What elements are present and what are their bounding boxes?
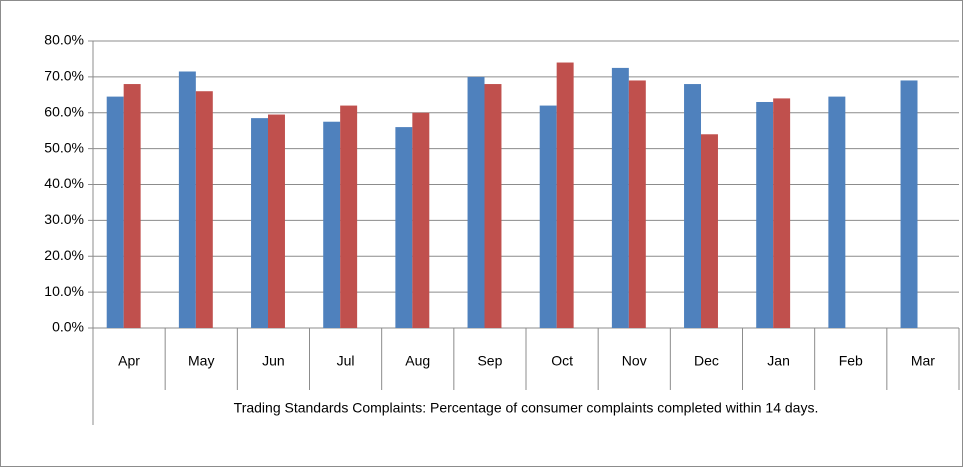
x-tick-label: Oct: [551, 353, 573, 369]
bar: [251, 118, 269, 328]
bar: [628, 80, 646, 329]
x-tick-label: Aug: [405, 353, 430, 369]
x-tick-label: Dec: [694, 353, 719, 369]
y-tick-label: 60.0%: [44, 103, 84, 119]
y-tick-label: 40.0%: [44, 175, 84, 191]
y-tick-label: 30.0%: [44, 211, 84, 227]
bar: [412, 112, 430, 328]
chart-title: Trading Standards Complaints: Percentage…: [234, 400, 819, 416]
x-tick-label: Mar: [911, 353, 935, 369]
y-tick-label: 20.0%: [44, 247, 84, 263]
x-tick-label: Apr: [118, 353, 140, 369]
bar: [701, 134, 718, 328]
bar: [106, 96, 124, 328]
x-tick-label: Jan: [767, 353, 790, 369]
bar: [900, 80, 918, 329]
bar: [323, 121, 341, 328]
y-tick-label: 80.0%: [44, 32, 84, 48]
bar: [467, 76, 485, 328]
y-tick-label: 70.0%: [44, 68, 84, 84]
y-tick-label: 0.0%: [52, 319, 84, 335]
bar: [828, 96, 846, 328]
bar: [395, 127, 413, 328]
bar: [684, 84, 702, 328]
bar: [539, 105, 557, 328]
x-tick-label: Jun: [262, 353, 285, 369]
bar: [484, 84, 502, 328]
x-tick-label: Sep: [477, 353, 502, 369]
y-tick-label: 50.0%: [44, 139, 84, 155]
bar: [178, 71, 196, 329]
bar: [756, 101, 774, 328]
x-tick-label: Jul: [337, 353, 355, 369]
bar: [611, 67, 629, 328]
bar: [268, 114, 285, 328]
x-tick-label: May: [188, 353, 214, 369]
bar: [195, 91, 213, 328]
y-tick-label: 10.0%: [44, 283, 84, 299]
bar: [556, 62, 574, 329]
bar: [773, 98, 791, 329]
bar: [340, 105, 358, 328]
bar: [123, 84, 141, 328]
x-tick-label: Feb: [839, 353, 863, 369]
x-tick-label: Nov: [622, 353, 647, 369]
